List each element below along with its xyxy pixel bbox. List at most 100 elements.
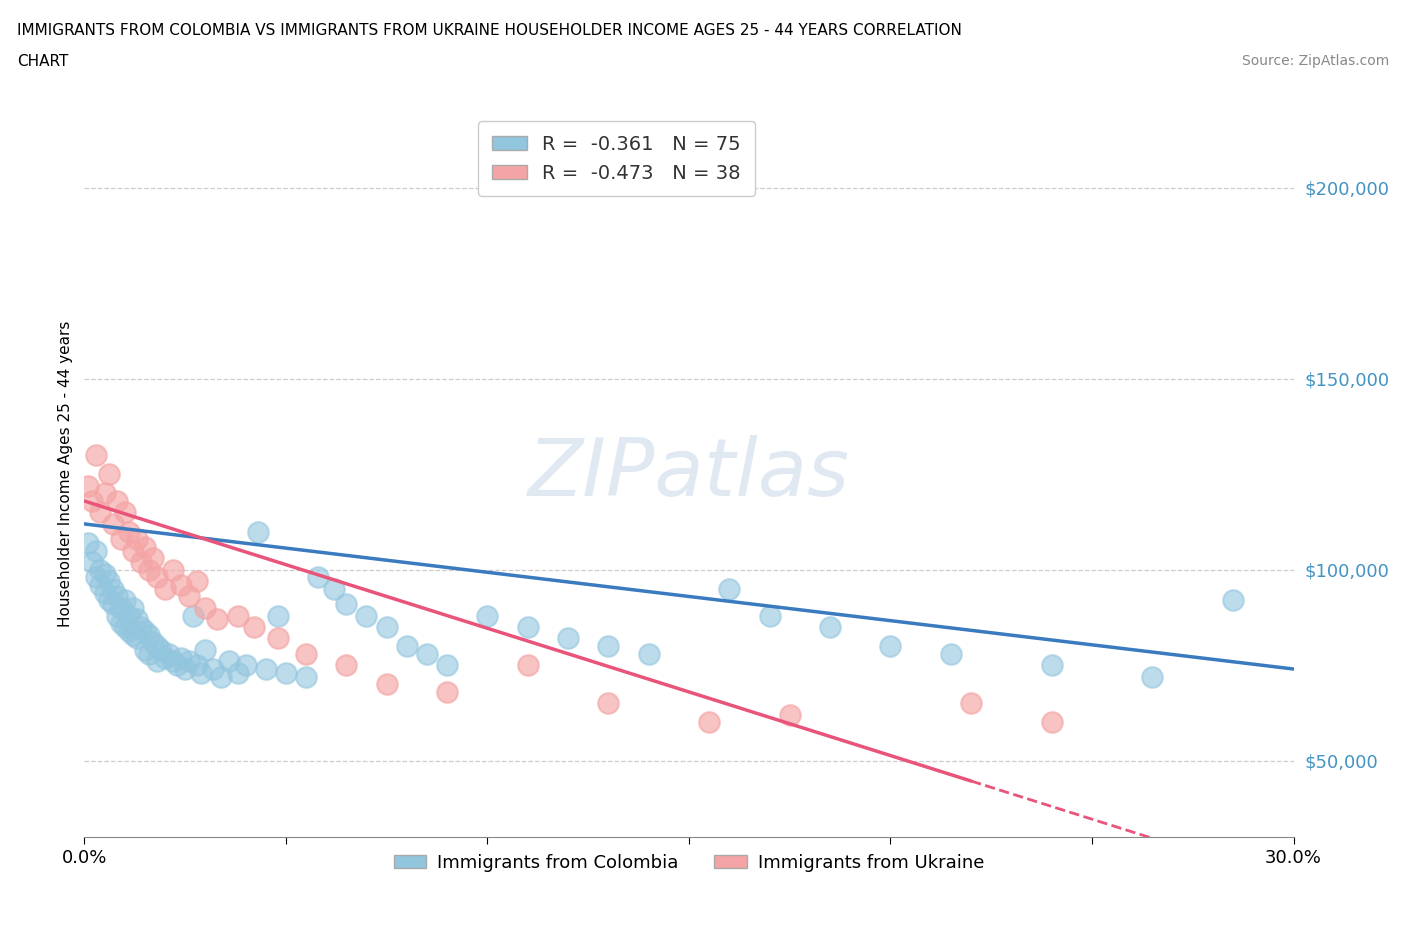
Text: Source: ZipAtlas.com: Source: ZipAtlas.com: [1241, 54, 1389, 68]
Point: [105, 494, 128, 509]
Point: [86, 543, 108, 558]
Point: [218, 654, 240, 669]
Point: [146, 639, 169, 654]
Point: [101, 597, 124, 612]
Point: [697, 715, 720, 730]
Point: [267, 631, 290, 646]
Point: [174, 661, 197, 676]
Point: [125, 532, 148, 547]
Point: [146, 654, 169, 669]
Point: [375, 677, 398, 692]
Point: [516, 619, 538, 634]
Point: [416, 646, 439, 661]
Point: [295, 646, 318, 661]
Point: [82, 494, 104, 509]
Point: [254, 661, 277, 676]
Point: [105, 608, 128, 623]
Point: [879, 639, 901, 654]
Point: [101, 581, 124, 596]
Point: [77, 478, 100, 493]
Point: [246, 525, 269, 539]
Point: [118, 608, 141, 623]
Point: [1040, 715, 1063, 730]
Point: [110, 601, 132, 616]
Point: [97, 467, 120, 482]
Point: [110, 532, 132, 547]
Point: [166, 658, 188, 672]
Point: [146, 570, 169, 585]
Point: [105, 589, 128, 604]
Point: [939, 646, 962, 661]
Legend: Immigrants from Colombia, Immigrants from Ukraine: Immigrants from Colombia, Immigrants fro…: [387, 846, 991, 879]
Point: [118, 623, 141, 638]
Point: [718, 581, 741, 596]
Point: [207, 612, 229, 627]
Point: [118, 525, 141, 539]
Point: [93, 486, 115, 501]
Point: [114, 619, 136, 634]
Point: [162, 563, 184, 578]
Point: [129, 554, 152, 569]
Point: [323, 581, 346, 596]
Point: [134, 643, 156, 658]
Point: [181, 608, 204, 623]
Point: [97, 574, 120, 589]
Point: [114, 592, 136, 607]
Point: [138, 563, 160, 578]
Point: [97, 592, 120, 607]
Point: [335, 597, 357, 612]
Point: [121, 627, 143, 642]
Point: [170, 650, 193, 665]
Point: [142, 551, 165, 565]
Point: [101, 516, 124, 531]
Text: CHART: CHART: [17, 54, 69, 69]
Point: [190, 665, 212, 680]
Point: [960, 696, 983, 711]
Point: [295, 670, 318, 684]
Text: IMMIGRANTS FROM COLOMBIA VS IMMIGRANTS FROM UKRAINE HOUSEHOLDER INCOME AGES 25 -: IMMIGRANTS FROM COLOMBIA VS IMMIGRANTS F…: [17, 23, 962, 38]
Point: [436, 684, 458, 699]
Point: [598, 696, 620, 711]
Point: [202, 661, 225, 676]
Point: [89, 578, 111, 592]
Point: [1142, 670, 1164, 684]
Point: [598, 639, 620, 654]
Point: [267, 608, 290, 623]
Point: [186, 574, 208, 589]
Point: [477, 608, 499, 623]
Point: [818, 619, 841, 634]
Point: [235, 658, 257, 672]
Point: [274, 665, 297, 680]
Point: [1040, 658, 1063, 672]
Point: [89, 505, 111, 520]
Point: [157, 646, 180, 661]
Point: [134, 623, 156, 638]
Point: [194, 643, 217, 658]
Point: [134, 539, 156, 554]
Point: [142, 635, 165, 650]
Point: [93, 585, 115, 600]
Point: [149, 643, 172, 658]
Point: [110, 616, 132, 631]
Point: [194, 601, 217, 616]
Point: [138, 627, 160, 642]
Point: [129, 619, 152, 634]
Point: [1222, 592, 1244, 607]
Point: [82, 554, 104, 569]
Point: [226, 665, 249, 680]
Point: [125, 631, 148, 646]
Point: [86, 570, 108, 585]
Point: [162, 654, 184, 669]
Point: [153, 581, 176, 596]
Text: ZIPatlas: ZIPatlas: [527, 435, 851, 513]
Point: [153, 650, 176, 665]
Point: [179, 589, 201, 604]
Point: [395, 639, 418, 654]
Point: [121, 601, 143, 616]
Point: [138, 646, 160, 661]
Point: [335, 658, 357, 672]
Point: [125, 612, 148, 627]
Point: [170, 578, 193, 592]
Point: [307, 570, 329, 585]
Point: [516, 658, 538, 672]
